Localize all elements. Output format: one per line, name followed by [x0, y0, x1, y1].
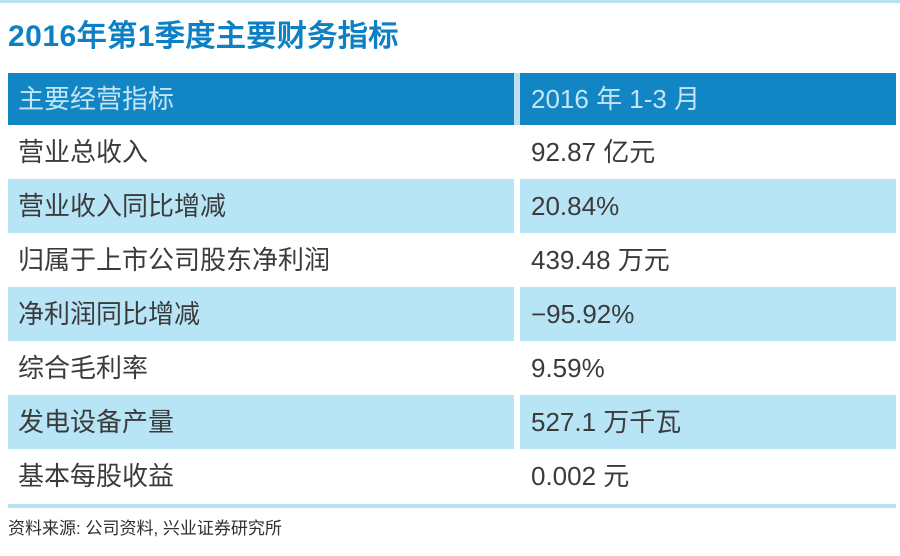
cell-value: 527.1 万千瓦 [520, 395, 896, 449]
cell-indicator: 净利润同比增减 [8, 287, 514, 341]
table-row: 发电设备产量 527.1 万千瓦 [8, 395, 896, 449]
table-row: 净利润同比增减 −95.92% [8, 287, 896, 341]
table-row: 归属于上市公司股东净利润 439.48 万元 [8, 233, 896, 287]
page-title: 2016年第1季度主要财务指标 [8, 20, 399, 53]
column-divider [514, 449, 520, 503]
column-divider [514, 233, 520, 287]
bottom-rule [8, 504, 896, 508]
column-divider [514, 287, 520, 341]
cell-indicator: 营业总收入 [18, 137, 149, 167]
cell-value: 9.59% [531, 353, 605, 383]
cell-indicator: 归属于上市公司股东净利润 [18, 245, 331, 275]
cell-value: 439.48 万元 [531, 245, 670, 275]
column-divider [514, 341, 520, 395]
header-cell-period: 2016 年 1-3 月 [520, 73, 896, 125]
cell-indicator: 营业收入同比增减 [8, 179, 514, 233]
source-note: 资料来源: 公司资料, 兴业证券研究所 [8, 519, 282, 538]
table-row: 综合毛利率 9.59% [8, 341, 896, 395]
top-rule [0, 0, 900, 3]
cell-value: 92.87 亿元 [531, 137, 656, 167]
column-divider [514, 73, 520, 125]
cell-indicator: 基本每股收益 [18, 461, 175, 491]
column-divider [514, 179, 520, 233]
cell-indicator: 发电设备产量 [8, 395, 514, 449]
financial-indicators-table: 主要经营指标 2016 年 1-3 月 营业总收入 92.87 亿元 营业收入同… [8, 73, 896, 503]
cell-value: 0.002 元 [531, 461, 630, 491]
cell-value: 20.84% [520, 179, 896, 233]
column-divider [514, 395, 520, 449]
column-divider [514, 125, 520, 179]
cell-indicator: 综合毛利率 [18, 353, 149, 383]
header-cell-indicator: 主要经营指标 [8, 73, 514, 125]
table-header-row: 主要经营指标 2016 年 1-3 月 [8, 73, 896, 125]
table-row: 营业总收入 92.87 亿元 [8, 125, 896, 179]
cell-value: −95.92% [520, 287, 896, 341]
table-row: 基本每股收益 0.002 元 [8, 449, 896, 503]
table-row: 营业收入同比增减 20.84% [8, 179, 896, 233]
